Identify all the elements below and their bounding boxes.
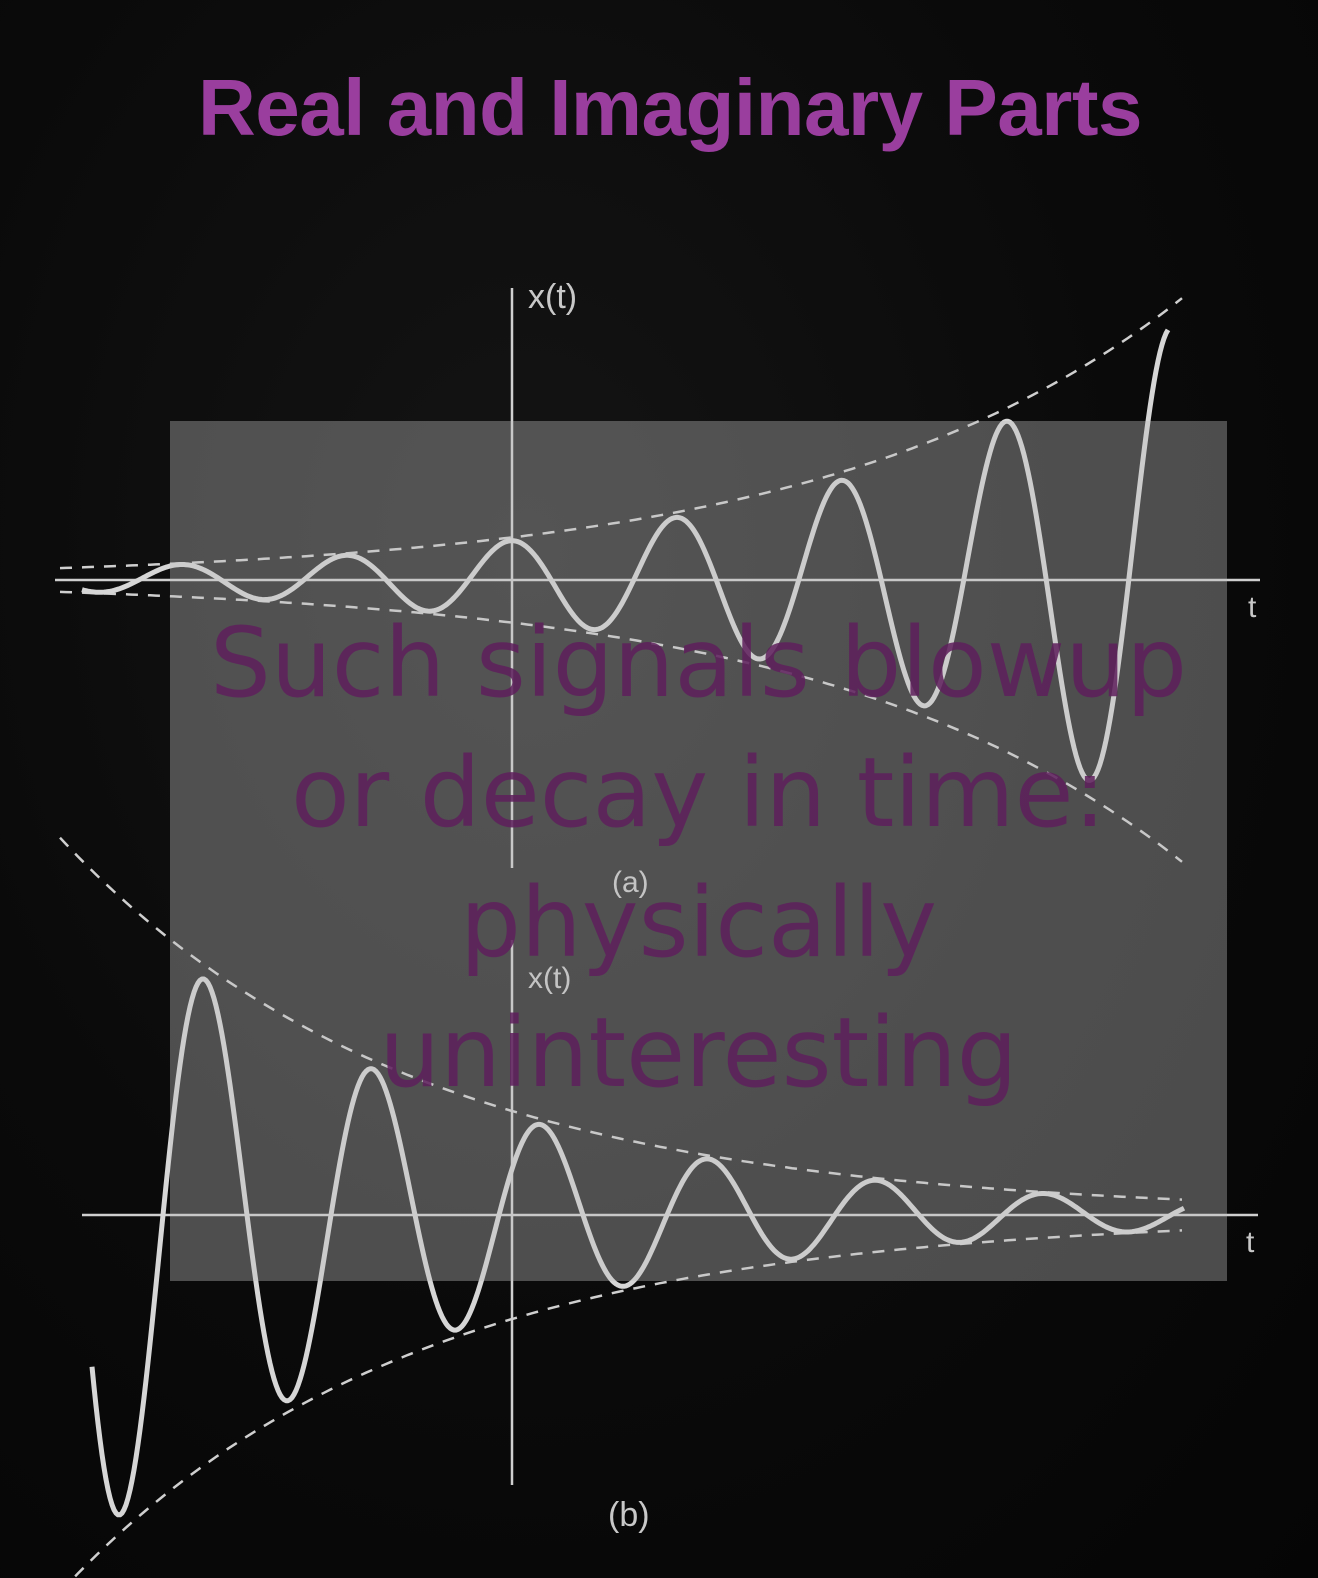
figure-a-caption: (a) <box>612 866 649 899</box>
figure-a: x(t) t (a) <box>55 278 1260 899</box>
figure-b-y-axis-label: x(t) <box>528 962 571 995</box>
figure-b-caption: (b) <box>608 1496 650 1534</box>
overlay-message: Such signals blowup or decay in time: ph… <box>170 598 1227 1118</box>
figure-b: x(t) t (b) <box>59 836 1258 1578</box>
overlay-line-1: Such signals blowup <box>209 607 1188 719</box>
figure-a-upper-envelope <box>59 297 1183 570</box>
slide-title: Real and Imaginary Parts <box>198 63 1142 152</box>
overlay-line-4: uninteresting <box>379 997 1018 1109</box>
overlay-line-3: physically <box>459 867 938 979</box>
figure-b-lower-envelope <box>71 1229 1183 1578</box>
figure-a-y-axis-label: x(t) <box>528 278 577 316</box>
figure-b-signal-curve <box>89 976 1186 1518</box>
figure-a-x-axis-label: t <box>1248 591 1257 624</box>
figure-b-upper-envelope <box>59 836 1183 1201</box>
overlay-box <box>170 421 1227 1281</box>
figure-a-signal-curve <box>81 328 1171 783</box>
figure-b-x-axis-label: t <box>1246 1226 1255 1259</box>
overlay-line-2: or decay in time: <box>291 737 1106 849</box>
figure-a-lower-envelope <box>59 590 1183 863</box>
